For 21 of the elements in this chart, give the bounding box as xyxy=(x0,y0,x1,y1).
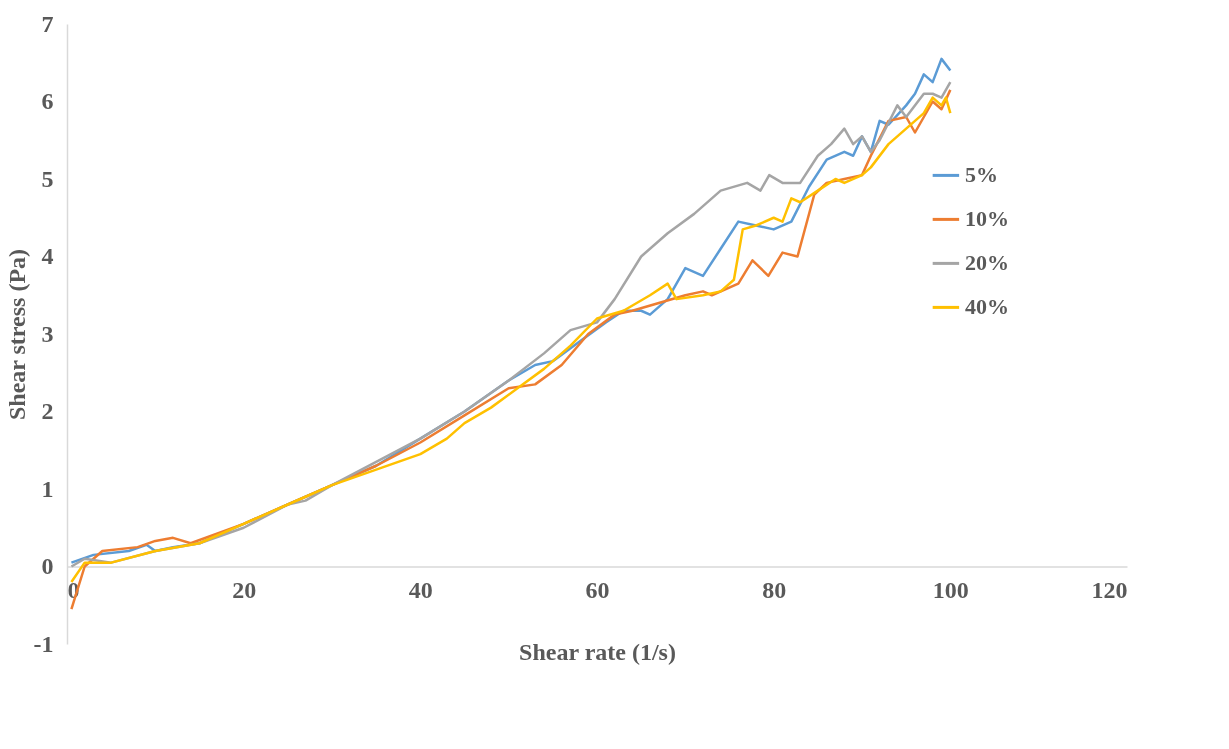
x-tick-label: 80 xyxy=(762,577,787,603)
legend-label: 5% xyxy=(964,162,998,188)
x-tick-label: 120 xyxy=(1091,577,1128,603)
legend-label: 40% xyxy=(964,294,1009,320)
y-axis-title: Shear stress (Pa) xyxy=(3,248,30,421)
y-tick-label: 7 xyxy=(41,10,54,37)
y-tick-label: 0 xyxy=(41,553,54,579)
y-tick-label: 1 xyxy=(41,475,54,502)
y-tick-label: 2 xyxy=(41,398,54,424)
x-axis-title: Shear rate (1/s) xyxy=(519,638,676,665)
y-tick-label: 5 xyxy=(41,165,54,192)
legend-label: 20% xyxy=(964,250,1009,276)
x-tick-label: 60 xyxy=(585,577,610,603)
x-tick-label: 100 xyxy=(932,577,969,603)
y-tick-label: 3 xyxy=(41,320,54,347)
y-tick-label: -1 xyxy=(33,630,54,657)
x-tick-label: 40 xyxy=(408,577,433,603)
y-tick-label: 6 xyxy=(41,88,54,114)
x-tick-label: 20 xyxy=(232,577,257,603)
y-tick-label: 4 xyxy=(41,243,54,269)
legend-label: 10% xyxy=(964,206,1009,232)
